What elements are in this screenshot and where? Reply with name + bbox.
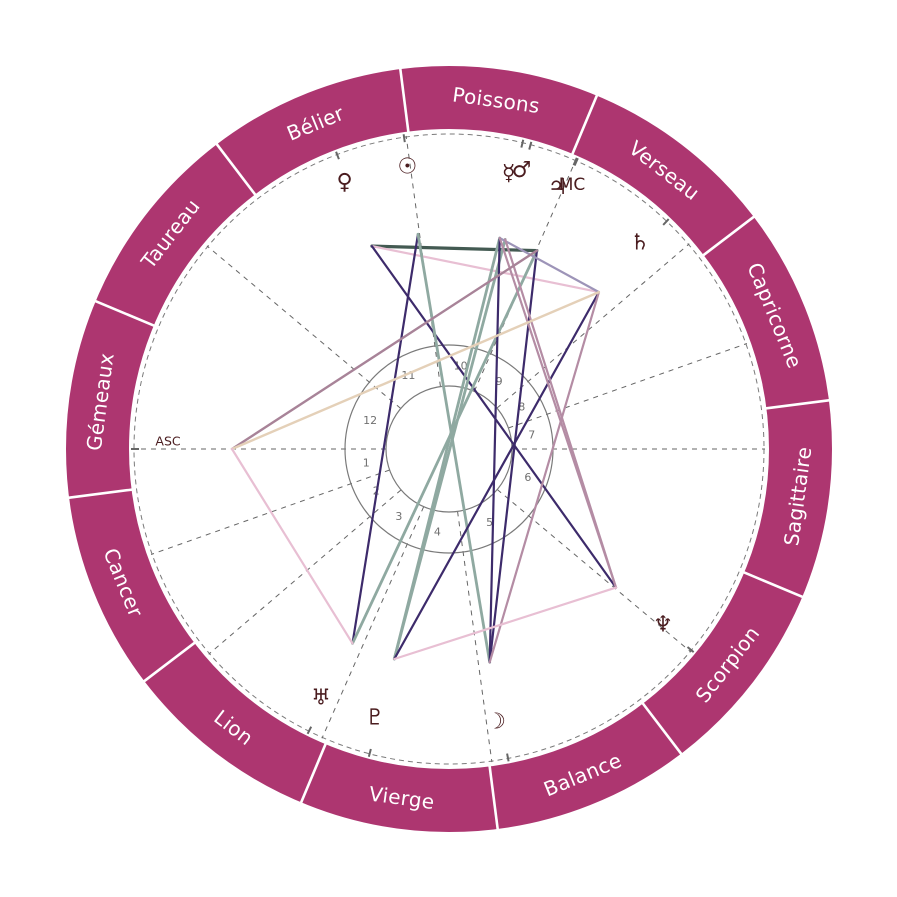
jupiter-icon: ♃ xyxy=(548,175,568,200)
aspect-line-mercury-saturn xyxy=(498,236,601,294)
aspect-line-mars-neptune xyxy=(504,238,618,589)
house-number-8: 8 xyxy=(518,401,525,414)
house-cusp-6 xyxy=(496,489,692,653)
chart-angle-labels: ASC MC xyxy=(155,175,585,449)
sign-divider xyxy=(641,701,683,756)
house-cusp-2 xyxy=(150,469,390,555)
sign-divider xyxy=(142,641,197,683)
mercury-icon: ☿ xyxy=(502,161,516,186)
mc-label: MC xyxy=(559,175,586,195)
house-cusp-10 xyxy=(473,159,577,392)
house-number-6: 6 xyxy=(524,471,531,484)
aspect-line-saturn-pluto xyxy=(393,291,601,661)
moon-icon: ☽ xyxy=(486,710,506,735)
house-cusp-11 xyxy=(405,135,441,387)
house-cusp-3 xyxy=(208,489,402,655)
pluto-icon: ♇ xyxy=(365,706,385,731)
aspect-line-asc-jupiter xyxy=(230,249,539,451)
aspect-line-saturn-moon xyxy=(488,291,601,664)
house-cusp-4 xyxy=(321,506,425,739)
moon-tick xyxy=(506,753,510,762)
aspect-line-mercury-moon xyxy=(488,236,501,664)
aspect-line-sun-moon xyxy=(416,232,492,664)
aspect-line-asc-saturn xyxy=(230,290,601,451)
aspect-line-jupiter-moon xyxy=(488,249,539,664)
zodiac-ring-band xyxy=(66,66,832,832)
aspect-line-venus-neptune xyxy=(370,245,618,589)
sign-divider xyxy=(742,570,804,599)
sign-divider xyxy=(299,742,328,804)
house-cusp-5 xyxy=(457,511,493,763)
aspect-line-jupiter-uranus xyxy=(351,249,539,645)
house-number-7: 7 xyxy=(528,428,535,441)
pluto-tick xyxy=(367,748,372,757)
sign-divider xyxy=(398,67,410,133)
house-number-5: 5 xyxy=(486,516,493,529)
sign-divider xyxy=(67,488,133,500)
venus-icon: ♀ xyxy=(337,170,353,195)
zodiac-ring xyxy=(66,66,832,832)
uranus-icon: ♅ xyxy=(311,686,331,711)
aspect-line-venus-saturn xyxy=(370,245,601,294)
house-number-1: 1 xyxy=(363,457,370,470)
sign-divider xyxy=(215,142,257,197)
planet-position-ticks xyxy=(131,134,695,762)
house-cusp-12 xyxy=(206,245,402,409)
sun-tick xyxy=(402,134,406,143)
sign-divider xyxy=(701,215,756,257)
asc-label: ASC xyxy=(155,434,180,449)
neptune-icon: ♆ xyxy=(653,612,673,637)
mars-tick xyxy=(528,141,533,150)
aspect-line-venus-jupiter xyxy=(370,244,539,253)
house-number-3: 3 xyxy=(395,510,402,523)
sign-divider xyxy=(488,765,500,831)
house-number-9: 9 xyxy=(496,375,503,388)
saturn-icon: ♄ xyxy=(630,230,650,255)
sign-divider xyxy=(765,398,831,410)
venus-tick xyxy=(335,151,340,160)
sun-icon: ☉ xyxy=(398,155,418,180)
house-number-12: 12 xyxy=(363,414,377,427)
aspect-line-pluto-neptune xyxy=(393,586,618,661)
aspect-line-mars-pluto xyxy=(392,237,507,661)
aspect-line-asc-uranus xyxy=(230,447,354,645)
house-cusp-9 xyxy=(496,243,690,409)
planet-glyphs: ☉ ☽ ☿ ♀ ♂ ♃ ♄ ♅ ♆ ♇ xyxy=(311,155,673,735)
mars-icon: ♂ xyxy=(512,158,532,183)
house-cusp-8 xyxy=(508,343,748,429)
mercury-tick xyxy=(520,139,525,148)
aspect-lines xyxy=(230,232,618,664)
aspect-line-sun-uranus xyxy=(351,233,420,645)
sign-divider xyxy=(94,299,156,328)
jupiter-tick xyxy=(573,157,579,166)
sign-divider xyxy=(570,94,599,156)
neptune-tick xyxy=(686,646,695,653)
house-number-10: 10 xyxy=(454,359,468,372)
uranus-tick xyxy=(306,726,313,735)
mc-tick xyxy=(572,157,578,166)
house-number-4: 4 xyxy=(434,526,441,539)
saturn-tick xyxy=(662,218,670,226)
house-cusp-lines xyxy=(133,135,765,763)
